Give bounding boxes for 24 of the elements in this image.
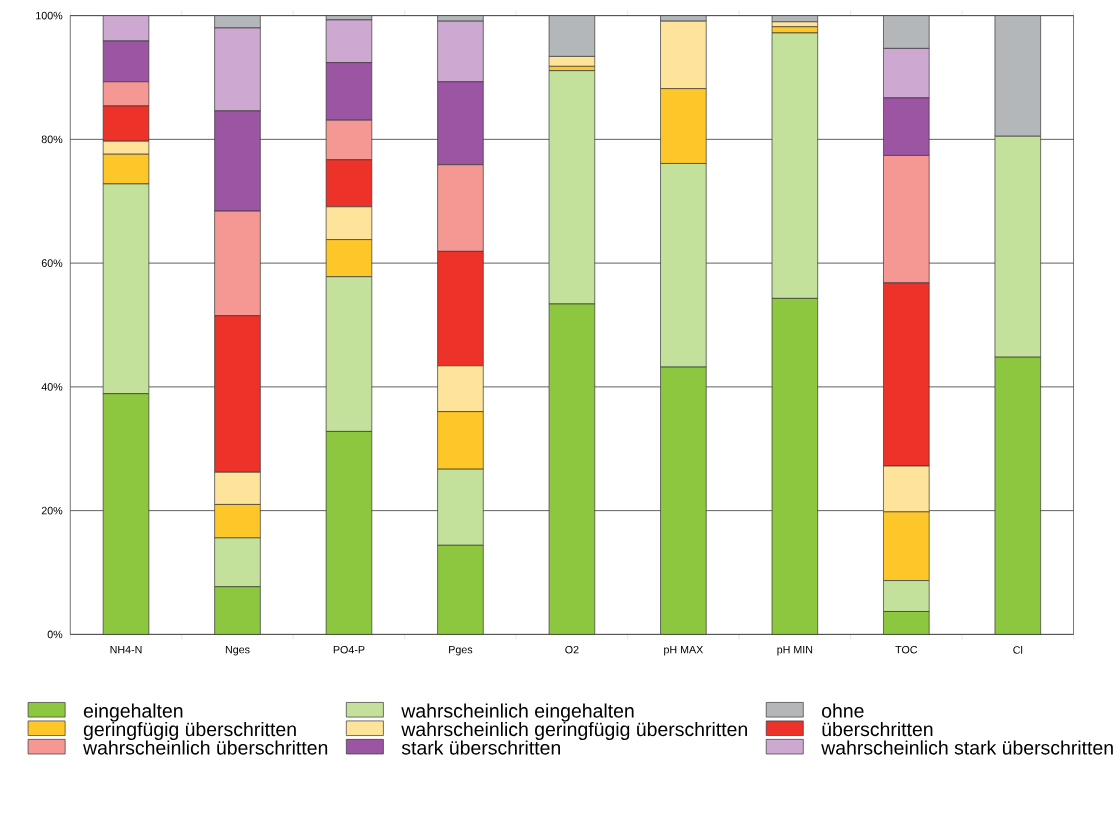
legend-label: stark überschritten [401, 740, 560, 755]
x-tick-label: Nges [225, 645, 250, 656]
y-tick-label: 100% [36, 11, 63, 20]
legend-label: wahrscheinlich eingehalten [401, 703, 634, 722]
x-tick-label: Pges [449, 645, 473, 656]
legend-label: ohne [822, 703, 864, 718]
legend-label: wahrscheinlich geringfügig überschritten [401, 722, 747, 741]
x-tick-label: Cl [1013, 645, 1023, 654]
y-tick-label: 60% [41, 259, 63, 267]
x-tick-label: pH MIN [777, 645, 813, 656]
x-tick-label: PO4-P [333, 645, 365, 654]
x-tick-label: TOC [895, 645, 918, 654]
legend-label: geringfügig überschritten [83, 722, 296, 741]
y-tick-label: 80% [41, 135, 63, 144]
y-tick-label: 0% [47, 630, 63, 639]
x-tick-label: NH4-N [110, 645, 142, 654]
legend-label: überschritten [822, 722, 933, 737]
y-tick-label: 40% [41, 383, 63, 391]
y-tick-label: 20% [41, 506, 63, 515]
legend-label: wahrscheinlich stark überschritten [821, 740, 1113, 755]
legend-label: wahrscheinlich überschritten [83, 740, 328, 755]
legend-label: eingehalten [83, 703, 183, 722]
x-tick-label: pH MAX [664, 645, 704, 656]
x-tick-label: O2 [565, 645, 579, 654]
